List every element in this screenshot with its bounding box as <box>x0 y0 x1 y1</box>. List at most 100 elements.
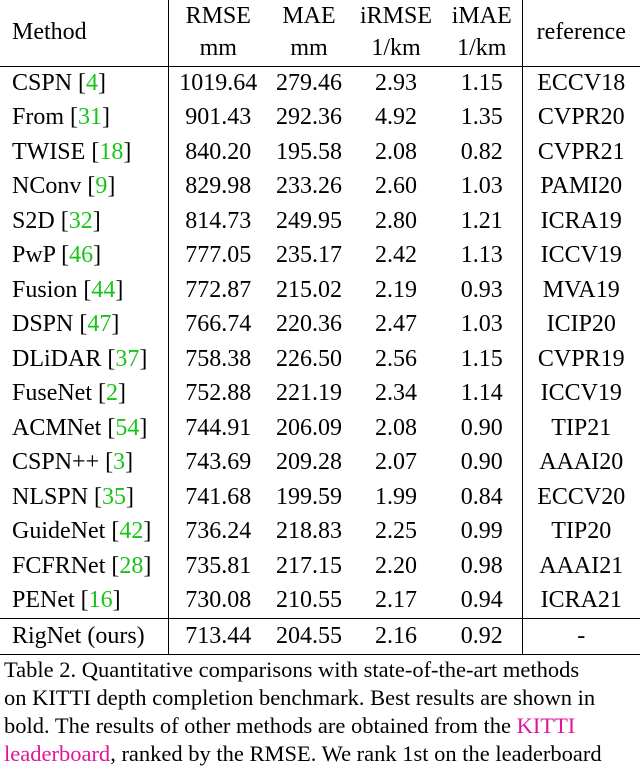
reference-value: CVPR19 <box>521 342 640 377</box>
citation-link[interactable]: 4 <box>86 70 99 96</box>
irmse-value: 2.07 <box>375 449 417 476</box>
mae-value: 204.55 <box>276 622 342 649</box>
imae-value: 1.03 <box>460 311 503 338</box>
imae-value: 0.82 <box>460 138 503 165</box>
mae-value: 233.26 <box>276 173 342 200</box>
rmse-value: 736.24 <box>185 518 252 545</box>
kitti-link[interactable]: KITTI <box>516 713 576 738</box>
table-body: CSPN [4] 1019.64 279.46 2.93 1.15 ECCV18 From … <box>0 66 640 654</box>
citation-link[interactable]: 46 <box>69 242 94 269</box>
header-reference: reference <box>521 0 640 66</box>
method-label: From <box>12 104 65 131</box>
imae-value: 1.03 <box>460 173 503 200</box>
mae-value: 235.17 <box>276 242 342 269</box>
imae-value: 1.35 <box>460 104 503 131</box>
method-label: FuseNet <box>12 380 92 407</box>
table-row: TWISE [18] 840.20 195.58 2.08 0.82 CVPR21 <box>0 135 640 170</box>
header-imae-unit: 1/km <box>457 34 507 61</box>
method-name: TWISE [18] <box>0 135 169 170</box>
imae-value: 1.13 <box>460 242 503 269</box>
method-name: CSPN [4] <box>0 66 169 101</box>
imae-value: 1.15 <box>460 345 503 372</box>
reference-value: ICRA19 <box>521 204 640 239</box>
citation-link[interactable]: 54 <box>115 414 140 441</box>
citation-link[interactable]: 35 <box>102 483 127 510</box>
table-row: DLiDAR [37] 758.38 226.50 2.56 1.15 CVPR19 <box>0 342 640 377</box>
citation-link[interactable]: 9 <box>95 173 108 200</box>
method-name: NConv [9] <box>0 169 169 204</box>
table-row: DSPN [47] 766.74 220.36 2.47 1.03 ICIP20 <box>0 307 640 342</box>
method-name: DSPN [47] <box>0 307 169 342</box>
imae-value: 0.92 <box>460 622 503 649</box>
irmse-value: 2.80 <box>375 207 417 234</box>
citation-link[interactable]: 44 <box>91 276 116 303</box>
leaderboard-link[interactable]: leaderboard <box>4 741 111 766</box>
imae-value: 0.84 <box>460 483 503 510</box>
table-row: ACMNet [54] 744.91 206.09 2.08 0.90 TIP21 <box>0 411 640 446</box>
citation-link[interactable]: 32 <box>68 207 93 234</box>
rmse-value: 840.20 <box>185 138 252 165</box>
method-label: CSPN++ <box>12 449 100 476</box>
rmse-value: 814.73 <box>185 207 252 234</box>
mae-value: 199.59 <box>276 483 342 510</box>
method-name: RigNet (ours) <box>0 618 169 654</box>
method-name: Fusion [44] <box>0 273 169 308</box>
method-label: DLiDAR <box>12 345 102 372</box>
imae-value: 0.90 <box>460 414 503 441</box>
method-label: FCFRNet <box>12 552 106 579</box>
table-row: FCFRNet [28] 735.81 217.15 2.20 0.98 AAAI21 <box>0 549 640 584</box>
citation-link[interactable]: 37 <box>115 345 140 372</box>
citation-link[interactable]: 3 <box>113 449 126 476</box>
rmse-value: 741.68 <box>185 483 252 510</box>
header-mae-unit: mm <box>290 34 328 61</box>
citation-link[interactable]: 47 <box>87 311 112 338</box>
reference-value: MVA19 <box>521 273 640 308</box>
mae-value: 249.95 <box>276 207 342 234</box>
rmse-value: 752.88 <box>185 380 252 407</box>
imae-value: 0.90 <box>460 449 503 476</box>
table-row: From [31] 901.43 292.36 4.92 1.35 CVPR20 <box>0 100 640 135</box>
table-row: GuideNet [42] 736.24 218.83 2.25 0.99 TIP20 <box>0 514 640 549</box>
citation-link[interactable]: 28 <box>119 552 144 579</box>
method-label: ACMNet <box>12 414 102 441</box>
irmse-value: 2.25 <box>375 518 417 545</box>
method-label: Fusion <box>12 276 78 303</box>
irmse-value: 2.16 <box>375 622 417 649</box>
table-row: S2D [32] 814.73 249.95 2.80 1.21 ICRA19 <box>0 204 640 239</box>
imae-value: 1.14 <box>460 380 503 407</box>
caption-line: on KITTI depth completion benchmark. Bes… <box>4 685 596 710</box>
table-row: NLSPN [35] 741.68 199.59 1.99 0.84 ECCV20 <box>0 480 640 515</box>
imae-value: 1.21 <box>460 207 503 234</box>
reference-value: PAMI20 <box>521 169 640 204</box>
citation-link[interactable]: 31 <box>78 104 103 131</box>
imae-value: 0.98 <box>460 552 503 579</box>
rmse-value: 901.43 <box>185 104 252 131</box>
irmse-value: 2.08 <box>375 138 417 165</box>
table-caption: Table 2. Quantitative comparisons with s… <box>4 656 640 768</box>
table-row: PENet [16] 730.08 210.55 2.17 0.94 ICRA21 <box>0 583 640 618</box>
reference-value: ECCV20 <box>521 480 640 515</box>
method-name: DLiDAR [37] <box>0 342 169 377</box>
rmse-value: 829.98 <box>185 173 252 200</box>
irmse-value: 1.99 <box>375 483 417 510</box>
irmse-value: 2.08 <box>375 414 417 441</box>
reference-value: AAAI21 <box>521 549 640 584</box>
table-row: PwP [46] 777.05 235.17 2.42 1.13 ICCV19 <box>0 238 640 273</box>
imae-value: 0.94 <box>460 587 503 613</box>
citation-link[interactable]: 18 <box>99 138 124 165</box>
mae-value: 217.15 <box>276 552 342 579</box>
method-name: From [31] <box>0 100 169 135</box>
table-row: CSPN [4] 1019.64 279.46 2.93 1.15 ECCV18 <box>0 66 640 101</box>
rmse-value: 730.08 <box>185 587 252 613</box>
citation-link[interactable]: 2 <box>106 380 118 407</box>
table-row: Fusion [44] 772.87 215.02 2.19 0.93 MVA19 <box>0 273 640 308</box>
reference-value: TIP21 <box>521 411 640 446</box>
method-name: GuideNet [42] <box>0 514 169 549</box>
reference-value: ECCV18 <box>521 66 640 101</box>
citation-link[interactable]: 42 <box>119 518 144 545</box>
irmse-value: 2.17 <box>375 587 417 613</box>
citation-link[interactable]: 16 <box>88 587 113 613</box>
rmse-value: 735.81 <box>185 552 252 579</box>
mae-value: 206.09 <box>276 414 342 441</box>
rmse-value: 772.87 <box>185 276 252 303</box>
